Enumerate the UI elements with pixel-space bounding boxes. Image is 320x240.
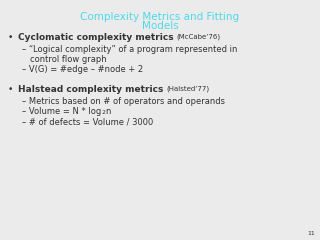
Text: control flow graph: control flow graph [30, 55, 107, 64]
Text: – # of defects = Volume / 3000: – # of defects = Volume / 3000 [22, 118, 153, 126]
Text: 11: 11 [307, 231, 315, 236]
Text: (McCabe’76): (McCabe’76) [177, 33, 221, 40]
Text: (Halsted’77): (Halsted’77) [166, 85, 210, 91]
Text: – Metrics based on # of operators and operands: – Metrics based on # of operators and op… [22, 96, 225, 106]
Text: n: n [105, 107, 111, 116]
Text: Complexity Metrics and Fitting: Complexity Metrics and Fitting [80, 12, 240, 22]
Text: – Volume = N * log: – Volume = N * log [22, 107, 101, 116]
Text: Halstead complexity metrics: Halstead complexity metrics [18, 85, 166, 94]
Text: – V(G) = #edge – #node + 2: – V(G) = #edge – #node + 2 [22, 66, 143, 74]
Text: Models: Models [142, 21, 178, 31]
Text: •: • [8, 85, 13, 94]
Text: •: • [8, 33, 13, 42]
Text: – “Logical complexity” of a program represented in: – “Logical complexity” of a program repr… [22, 44, 237, 54]
Text: 2: 2 [101, 109, 105, 114]
Text: Cyclomatic complexity metrics: Cyclomatic complexity metrics [18, 33, 177, 42]
